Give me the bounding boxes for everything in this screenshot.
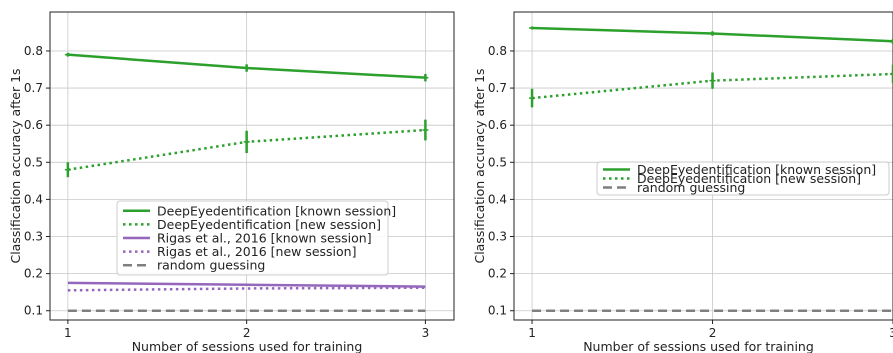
y-tick-label: 0.8 [488, 44, 507, 58]
y-tick-label: 0.7 [488, 81, 507, 95]
y-axis-label: Classification accuracy after 1s [472, 68, 487, 263]
x-tick-label: 2 [709, 326, 717, 340]
y-tick-label: 0.1 [24, 304, 43, 318]
legend-box [596, 161, 890, 196]
plot-frame [49, 11, 455, 321]
y-tick-label: 0.2 [24, 267, 43, 281]
legend-label: DeepEyedentification [new session] [157, 217, 381, 232]
legend: DeepEyedentification [known session]Deep… [116, 200, 396, 276]
series-line-3 [67, 281, 426, 288]
x-tick-label: 1 [528, 326, 536, 340]
legend: DeepEyedentification [known session]Deep… [596, 161, 890, 196]
legend-label: random guessing [637, 180, 745, 195]
chart-panel-2: 0.1 0.2 0.3 0.4 0.5 0.6 0.7 0.8 1 2 3 Number of ses… [472, 11, 893, 353]
x-axis-label: Number of sessions used for training [132, 339, 363, 353]
plot-frame [513, 11, 893, 321]
y-tick-label: 0.8 [24, 44, 43, 58]
y-tick-label: 0.2 [488, 267, 507, 281]
x-tick-label: 3 [889, 326, 893, 340]
y-tick-label: 0.5 [24, 155, 43, 169]
y-tick-label: 0.5 [488, 155, 507, 169]
x-tick-label: 3 [422, 326, 430, 340]
legend-label: DeepEyedentification [known session] [637, 162, 876, 177]
y-tick-label: 0.1 [488, 304, 507, 318]
y-tick-label: 0.4 [488, 192, 507, 206]
x-axis-label: Number of sessions used for training [583, 339, 814, 353]
chart-panel-1: 0.1 0.2 0.3 0.4 0.5 0.6 0.7 0.8 1 2 3 Number of ses… [8, 11, 455, 353]
legend-label: DeepEyedentification [known session] [157, 203, 396, 218]
y-tick-label: 0.6 [488, 118, 507, 132]
legend-box [116, 200, 389, 276]
legend-label: DeepEyedentification [new session] [637, 171, 861, 186]
x-tick-label: 2 [243, 326, 251, 340]
legend-label: random guessing [157, 258, 265, 273]
legend-label: Rigas et al., 2016 [known session] [157, 231, 372, 246]
y-tick-label: 0.7 [24, 81, 43, 95]
y-axis-label: Classification accuracy after 1s [8, 68, 23, 263]
y-tick-label: 0.3 [488, 230, 507, 244]
y-tick-label: 0.6 [24, 118, 43, 132]
y-tick-label: 0.4 [24, 192, 43, 206]
x-tick-label: 1 [64, 326, 72, 340]
y-tick-label: 0.3 [24, 230, 43, 244]
legend-label: Rigas et al., 2016 [new session] [157, 244, 356, 259]
